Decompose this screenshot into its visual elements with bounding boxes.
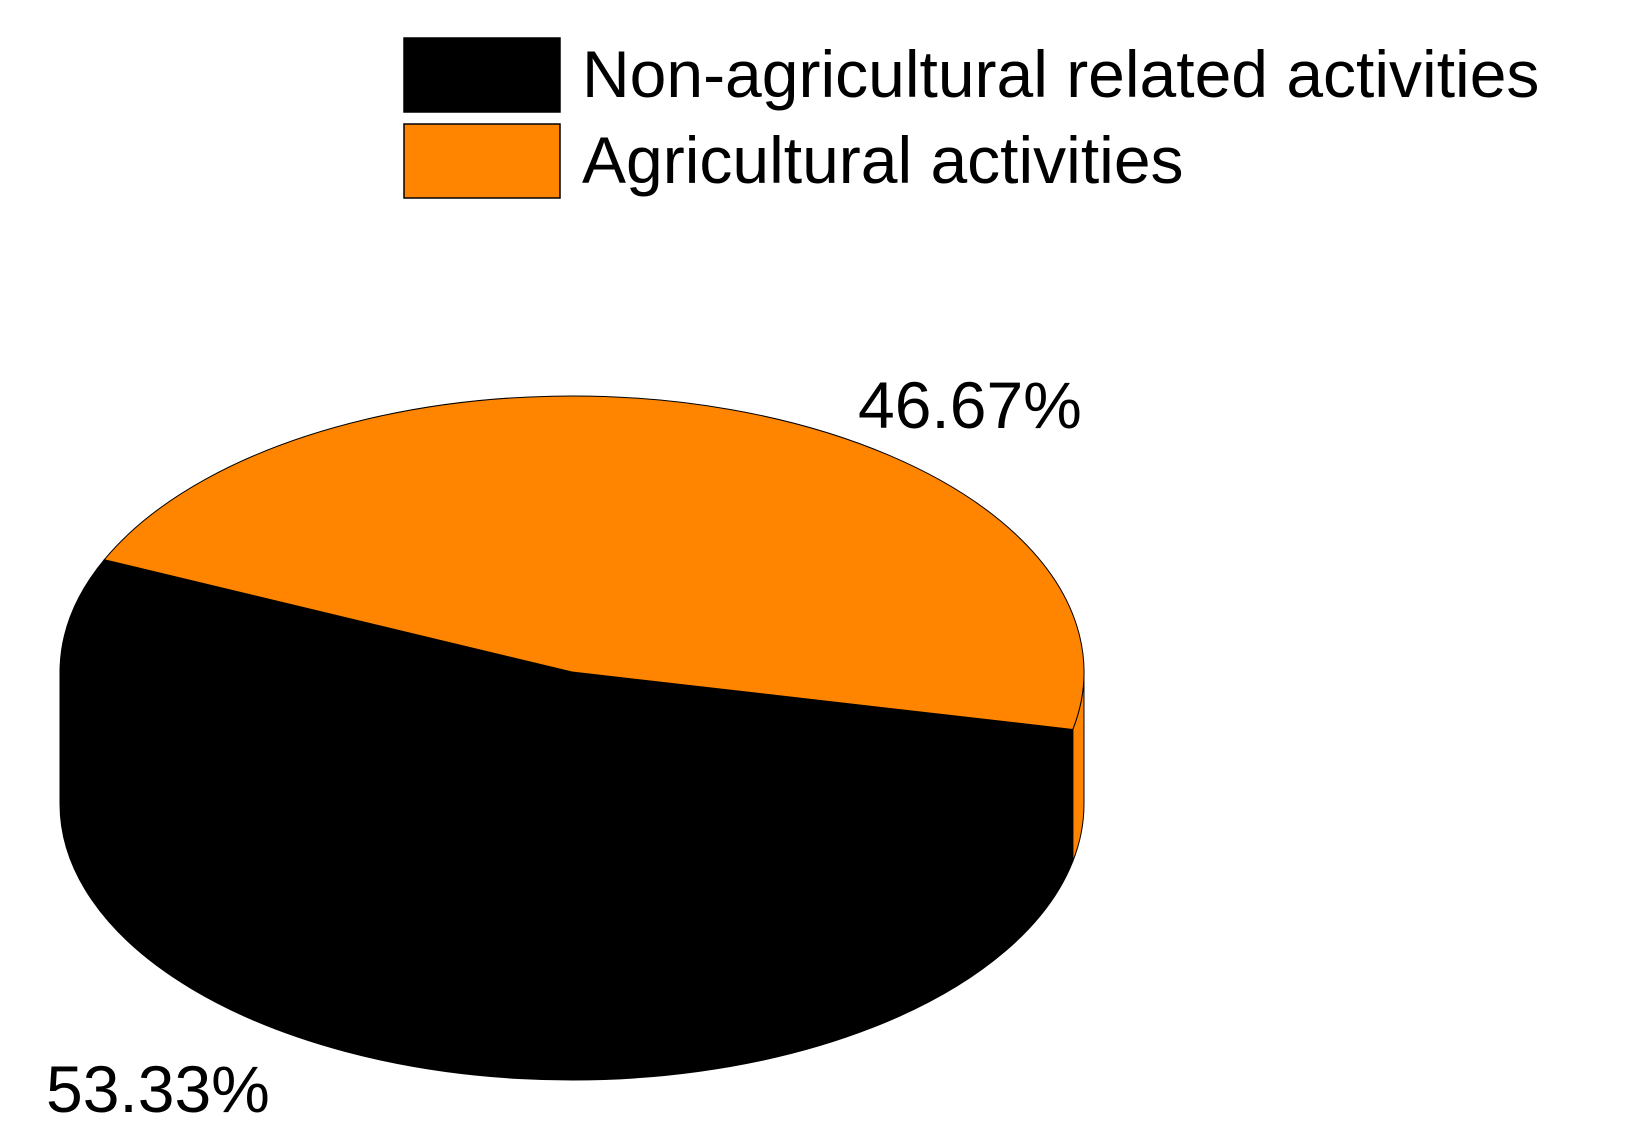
slice-label-non-agricultural: 53.33%: [46, 1052, 270, 1126]
legend-swatch-agricultural: [403, 123, 561, 199]
pie-slice-non-agricultural: [59, 559, 1074, 949]
pie-slice-agricultural: [103, 395, 1085, 730]
legend-label-agricultural: Agricultural activities: [582, 123, 1184, 197]
legend-entry-non-agricultural: Non-agricultural related activities: [403, 37, 1539, 113]
slice-label-agricultural: 46.67%: [858, 368, 1082, 442]
legend-entry-agricultural: Agricultural activities: [403, 123, 1184, 199]
legend-swatch-non-agricultural: [403, 37, 561, 113]
legend-label-non-agricultural: Non-agricultural related activities: [582, 37, 1539, 111]
pie-3d: [59, 395, 1085, 1081]
legend: Non-agricultural related activities Agri…: [403, 37, 1539, 199]
